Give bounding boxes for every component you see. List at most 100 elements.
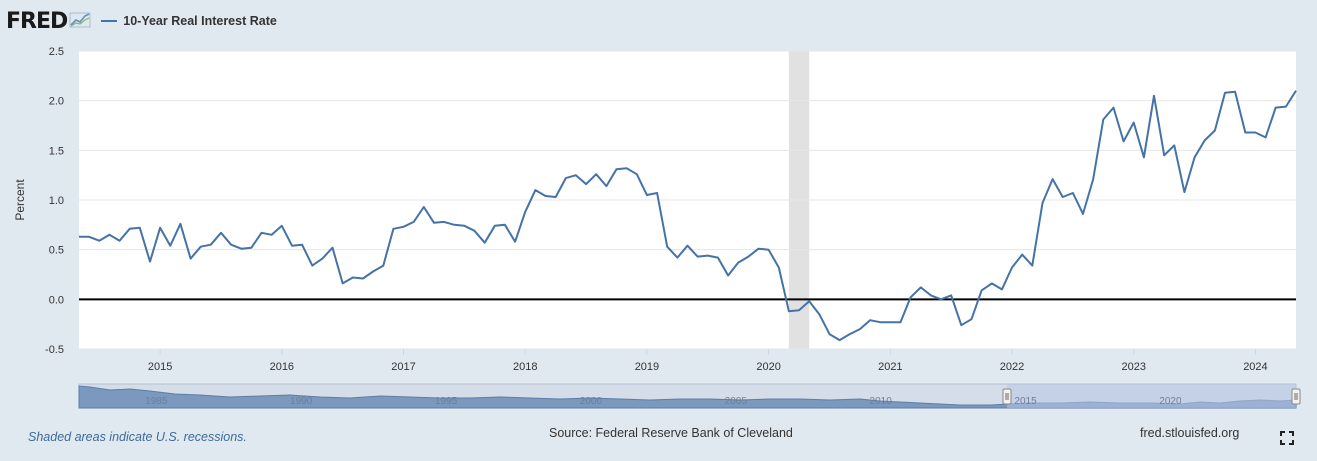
data-point[interactable] — [715, 255, 720, 260]
data-point[interactable] — [553, 195, 558, 200]
data-point[interactable] — [178, 221, 183, 226]
data-point[interactable] — [188, 256, 193, 261]
data-point[interactable] — [198, 244, 203, 249]
data-point[interactable] — [837, 338, 842, 343]
data-point[interactable] — [208, 242, 213, 247]
data-point[interactable] — [249, 245, 254, 250]
data-point[interactable] — [502, 222, 507, 227]
data-point[interactable] — [1212, 128, 1217, 133]
data-point[interactable] — [1273, 105, 1278, 110]
data-point[interactable] — [1192, 155, 1197, 160]
fred-logo[interactable]: FRED — [6, 9, 91, 34]
data-point[interactable] — [158, 225, 163, 230]
data-point[interactable] — [604, 184, 609, 189]
data-point[interactable] — [492, 223, 497, 228]
data-point[interactable] — [381, 263, 386, 268]
data-point[interactable] — [999, 287, 1004, 292]
data-point[interactable] — [239, 246, 244, 251]
data-point[interactable] — [472, 228, 477, 233]
data-point[interactable] — [1233, 89, 1238, 94]
data-point[interactable] — [148, 259, 153, 264]
data-point[interactable] — [401, 224, 406, 229]
data-point[interactable] — [87, 234, 92, 239]
data-point[interactable] — [584, 182, 589, 187]
data-point[interactable] — [1253, 130, 1258, 135]
data-point[interactable] — [1182, 190, 1187, 195]
recession-note-link[interactable]: Shaded areas indicate U.S. recessions. — [28, 430, 247, 444]
data-point[interactable] — [918, 285, 923, 290]
data-point[interactable] — [857, 327, 862, 332]
data-point[interactable] — [1060, 195, 1065, 200]
data-point[interactable] — [391, 226, 396, 231]
data-point[interactable] — [695, 254, 700, 259]
data-point[interactable] — [482, 240, 487, 245]
data-point[interactable] — [746, 254, 751, 259]
data-point[interactable] — [888, 320, 893, 325]
data-point[interactable] — [1081, 211, 1086, 216]
data-point[interactable] — [1162, 153, 1167, 158]
data-point[interactable] — [928, 293, 933, 298]
data-point[interactable] — [1152, 93, 1157, 98]
data-point[interactable] — [279, 223, 284, 228]
data-point[interactable] — [1223, 90, 1228, 95]
data-point[interactable] — [361, 276, 366, 281]
data-point[interactable] — [949, 293, 954, 298]
data-point[interactable] — [573, 173, 578, 178]
data-point[interactable] — [1040, 201, 1045, 206]
data-point[interactable] — [1202, 138, 1207, 143]
data-point[interactable] — [726, 273, 731, 278]
data-point[interactable] — [878, 320, 883, 325]
data-point[interactable] — [624, 166, 629, 171]
data-point[interactable] — [533, 188, 538, 193]
data-point[interactable] — [513, 239, 518, 244]
data-point[interactable] — [1111, 105, 1116, 110]
data-point[interactable] — [655, 191, 660, 196]
expand-icon[interactable] — [1279, 430, 1295, 446]
data-point[interactable] — [1050, 177, 1055, 182]
data-point[interactable] — [766, 247, 771, 252]
data-point[interactable] — [847, 332, 852, 337]
data-point[interactable] — [371, 269, 376, 274]
series-line-10y-real-rate[interactable] — [79, 90, 1297, 342]
data-point[interactable] — [979, 288, 984, 293]
data-point[interactable] — [452, 222, 457, 227]
data-point[interactable] — [827, 332, 832, 337]
data-point[interactable] — [594, 172, 599, 177]
data-point[interactable] — [736, 260, 741, 265]
data-point[interactable] — [320, 256, 325, 261]
data-point[interactable] — [107, 232, 112, 237]
data-point[interactable] — [330, 245, 335, 250]
navigator-right-handle[interactable] — [1291, 388, 1301, 405]
data-point[interactable] — [665, 244, 670, 249]
data-point[interactable] — [1121, 139, 1126, 144]
data-point[interactable] — [77, 234, 82, 239]
data-point[interactable] — [97, 238, 102, 243]
data-point[interactable] — [969, 317, 974, 322]
data-point[interactable] — [310, 263, 315, 268]
data-point[interactable] — [340, 281, 345, 286]
data-point[interactable] — [411, 219, 416, 224]
data-point[interactable] — [462, 223, 467, 228]
data-point[interactable] — [1070, 191, 1075, 196]
data-point[interactable] — [1243, 130, 1248, 135]
data-point[interactable] — [786, 309, 791, 314]
data-point[interactable] — [807, 299, 812, 304]
data-point[interactable] — [259, 230, 264, 235]
data-point[interactable] — [127, 226, 132, 231]
data-point[interactable] — [868, 318, 873, 323]
data-point[interactable] — [219, 230, 224, 235]
data-point[interactable] — [705, 253, 710, 258]
data-point[interactable] — [350, 275, 355, 280]
data-point[interactable] — [634, 172, 639, 177]
data-point[interactable] — [1172, 143, 1177, 148]
data-point[interactable] — [523, 209, 528, 214]
data-point[interactable] — [776, 265, 781, 270]
data-point[interactable] — [168, 243, 173, 248]
data-point[interactable] — [908, 295, 913, 300]
data-point[interactable] — [1283, 104, 1288, 109]
navigator-selection-window[interactable] — [1007, 384, 1296, 408]
data-point[interactable] — [1030, 263, 1035, 268]
data-point[interactable] — [421, 205, 426, 210]
data-point[interactable] — [442, 219, 447, 224]
